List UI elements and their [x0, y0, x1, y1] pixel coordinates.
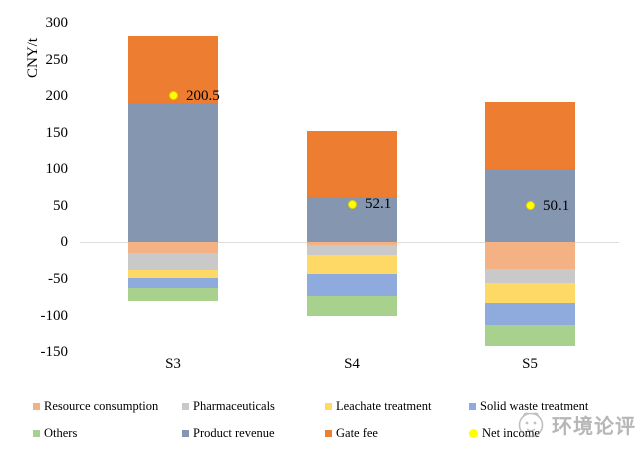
y-tick-label: -150 — [40, 344, 69, 361]
legend-swatch-icon — [325, 403, 332, 410]
legend-item-resource-consumption: Resource consumption — [33, 399, 158, 414]
bar-segment-leachate-treatment — [307, 254, 397, 274]
legend-label: Net income — [482, 426, 540, 440]
bar-segment-solid-waste-treatment — [307, 273, 397, 296]
bar-segment-product-revenue — [128, 102, 218, 243]
bar-segment-resource-consumption — [307, 242, 397, 246]
legend-item-pharmaceuticals: Pharmaceuticals — [182, 399, 275, 414]
legend-label: Solid waste treatment — [480, 399, 589, 413]
legend-item-gate-fee: Gate fee — [325, 426, 378, 441]
y-tick-label: 100 — [45, 161, 69, 178]
bar-segment-leachate-treatment — [485, 283, 575, 304]
y-tick-label: 0 — [60, 234, 69, 251]
net-income-marker — [525, 201, 535, 211]
legend-swatch-icon — [469, 403, 476, 410]
legend-swatch-icon — [33, 403, 40, 410]
bar-segment-solid-waste-treatment — [485, 303, 575, 326]
bar-segment-pharmaceuticals — [485, 269, 575, 284]
legend-swatch-icon — [33, 430, 40, 437]
legend-swatch-icon — [182, 430, 189, 437]
legend-label: Others — [44, 426, 78, 440]
y-tick-label: -100 — [40, 307, 69, 324]
bar-segment-pharmaceuticals — [307, 245, 397, 255]
bar-segment-leachate-treatment — [128, 270, 218, 278]
bar-segment-others — [128, 287, 218, 301]
net-income-data-label: 50.1 — [543, 197, 570, 214]
legend-swatch-icon — [469, 429, 478, 438]
legend-label: Pharmaceuticals — [193, 399, 275, 413]
legend-item-leachate-treatment: Leachate treatment — [325, 399, 431, 414]
net-income-marker — [168, 91, 178, 101]
legend-swatch-icon — [325, 430, 332, 437]
mascot-face-icon — [518, 412, 544, 438]
x-category-label: S4 — [344, 356, 360, 372]
watermark: 环境论评 — [516, 409, 636, 439]
bar-segment-pharmaceuticals — [128, 253, 218, 271]
bar-segment-solid-waste-treatment — [128, 277, 218, 288]
legend-item-solid-waste-treatment: Solid waste treatment — [469, 399, 588, 414]
bar-segment-resource-consumption — [128, 242, 218, 254]
y-tick-label: 50 — [53, 197, 68, 214]
legend-label: Leachate treatment — [336, 399, 432, 413]
y-tick-label: 200 — [45, 88, 69, 105]
bar-segment-gate-fee — [485, 101, 575, 170]
legend-item-product-revenue: Product revenue — [182, 426, 275, 441]
net-income-marker — [347, 199, 357, 209]
legend-item-net-income: Net income — [469, 426, 540, 441]
legend-item-others: Others — [33, 426, 77, 441]
legend-label: Resource consumption — [44, 399, 159, 413]
y-tick-label: 250 — [45, 51, 69, 68]
x-category-label: S3 — [165, 356, 181, 372]
net-income-data-label: 52.1 — [365, 196, 392, 213]
legend-label: Gate fee — [336, 426, 378, 440]
bar-segment-gate-fee — [307, 130, 397, 198]
bar-segment-others — [485, 325, 575, 347]
y-tick-label: 150 — [45, 124, 69, 141]
y-tick-label: -50 — [48, 270, 68, 287]
legend-label: Product revenue — [193, 426, 275, 440]
legend-swatch-icon — [182, 403, 189, 410]
watermark-text: 环境论评 — [552, 415, 636, 438]
x-category-label: S5 — [522, 356, 538, 372]
net-income-data-label: 200.5 — [186, 87, 220, 104]
bar-segment-others — [307, 295, 397, 317]
y-tick-label: 300 — [45, 15, 69, 31]
bar-segment-resource-consumption — [485, 242, 575, 270]
